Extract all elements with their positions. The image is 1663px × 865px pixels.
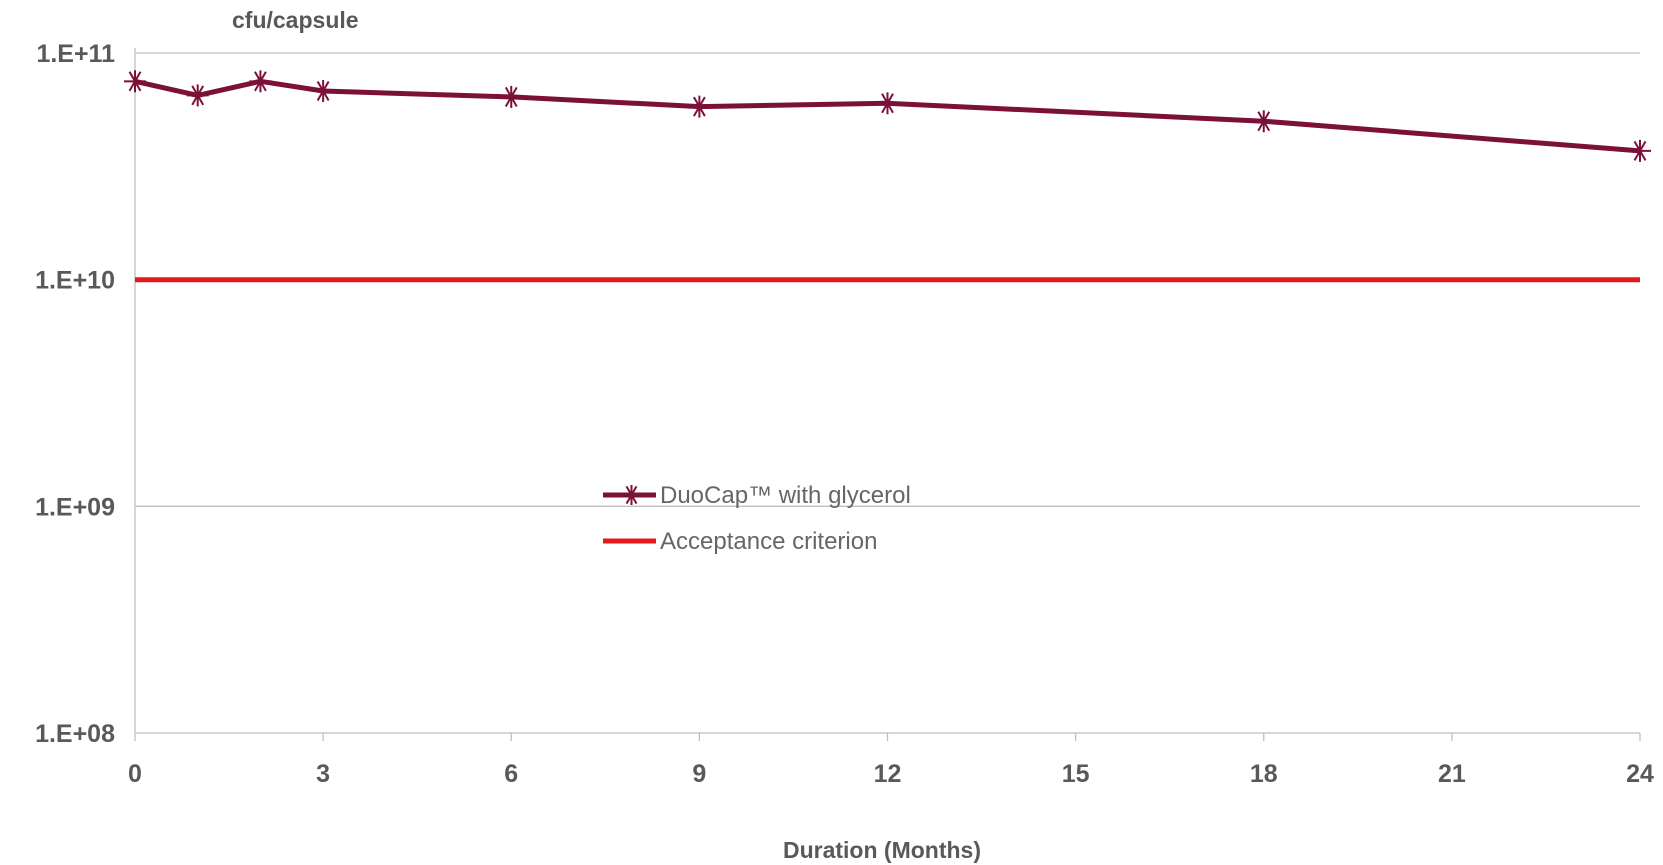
y-axis-label: cfu/capsule — [232, 7, 359, 33]
data-point — [312, 79, 335, 102]
x-tick-label: 21 — [1438, 760, 1466, 788]
gridlines — [135, 52, 1640, 734]
legend-label: DuoCap™ with glycerol — [660, 482, 911, 509]
x-tick-label: 0 — [128, 760, 142, 788]
data-point — [621, 485, 642, 505]
legend-label: Acceptance criterion — [660, 528, 877, 555]
x-tick-label: 6 — [504, 760, 518, 788]
data-point — [186, 84, 209, 107]
x-tick-label: 12 — [874, 760, 902, 788]
data-point — [876, 92, 899, 115]
series-line-duocap — [134, 78, 1641, 154]
data-point — [124, 70, 146, 93]
data-point — [688, 95, 711, 118]
y-tick-label: 1.E+10 — [35, 267, 115, 295]
x-tick-label: 3 — [316, 760, 330, 788]
y-tick-labels: 1.E+08 1.E+09 1.E+10 1.E+11 — [35, 40, 115, 748]
data-point — [500, 85, 523, 108]
y-tick-label: 1.E+11 — [36, 40, 115, 68]
axes — [134, 48, 1641, 741]
data-point — [1629, 139, 1651, 162]
y-tick-label: 1.E+09 — [35, 493, 115, 521]
series-layer — [124, 70, 1651, 283]
legend: DuoCap™ with glycerol Acceptance criterio… — [603, 482, 911, 555]
data-point — [1252, 110, 1275, 133]
x-tick-label: 24 — [1626, 760, 1654, 788]
data-point — [249, 70, 272, 93]
x-tick-label: 15 — [1062, 760, 1090, 788]
x-tick-label: 18 — [1250, 760, 1278, 788]
x-tick-labels: 0 3 6 9 12 15 18 21 24 — [128, 760, 1654, 788]
x-axis-label: Duration (Months) — [783, 837, 981, 863]
y-tick-label: 1.E+08 — [35, 720, 115, 748]
x-tick-label: 9 — [692, 760, 706, 788]
